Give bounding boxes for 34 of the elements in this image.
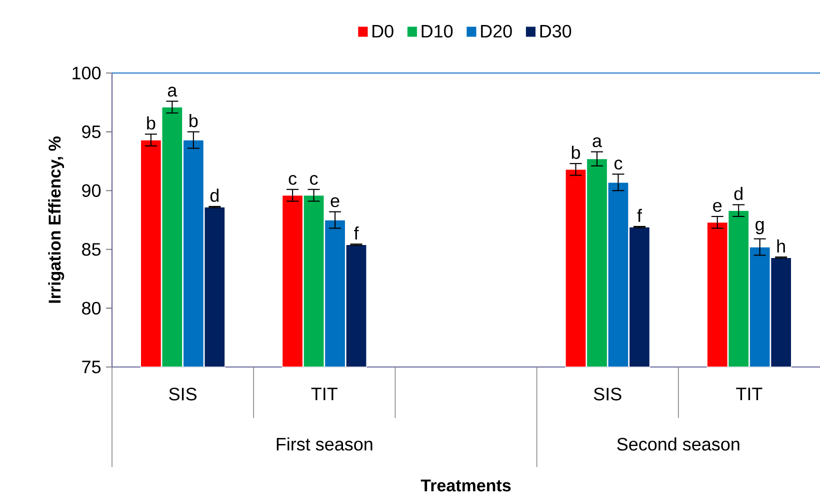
data-label: e bbox=[713, 202, 722, 212]
x-tick-label: TIT bbox=[736, 388, 762, 400]
data-label: h bbox=[777, 239, 785, 252]
x-axis-title: Treatments bbox=[420, 480, 511, 492]
y-axis-title: Irrigation Effiency, % bbox=[48, 136, 64, 303]
legend-label: D0 bbox=[372, 24, 394, 38]
legend-label: D10 bbox=[422, 24, 453, 38]
data-label: d bbox=[210, 188, 219, 202]
data-label: c bbox=[310, 174, 318, 185]
text: Second season bbox=[617, 437, 740, 451]
data-label: d bbox=[734, 186, 742, 200]
y-tick-label: 75 bbox=[82, 360, 101, 374]
data-label: b bbox=[147, 116, 156, 130]
y-tick-label: 90 bbox=[82, 184, 101, 197]
y-tick-label: 85 bbox=[82, 243, 101, 256]
data-label: a bbox=[592, 137, 602, 148]
x-tick-label: SIS bbox=[594, 388, 622, 400]
x-tick-label: TIT bbox=[311, 388, 338, 400]
text: First season bbox=[276, 437, 372, 451]
x-tick-label: SIS bbox=[169, 388, 196, 400]
y-tick-label: 95 bbox=[82, 125, 101, 138]
y-tick-label: 100 bbox=[72, 66, 101, 80]
data-label: c bbox=[614, 160, 622, 170]
data-label: e bbox=[330, 197, 340, 208]
data-label: a bbox=[168, 86, 178, 97]
legend-label: D20 bbox=[481, 24, 512, 38]
data-label: g bbox=[756, 220, 764, 234]
data-label: b bbox=[190, 114, 198, 128]
data-label: c bbox=[288, 174, 297, 185]
data-label: b bbox=[572, 146, 580, 159]
y-tick-label: 80 bbox=[82, 302, 101, 315]
data-label: f bbox=[637, 208, 642, 222]
data-label: f bbox=[354, 226, 359, 240]
legend-label: D30 bbox=[540, 24, 572, 38]
